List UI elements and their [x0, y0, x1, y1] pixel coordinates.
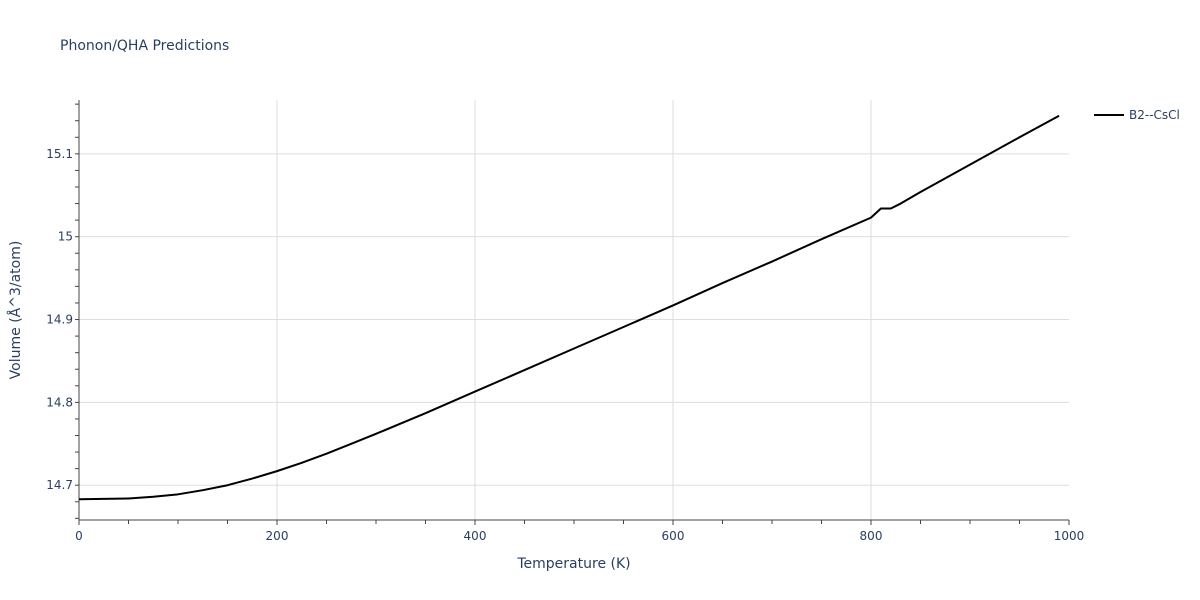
x-tick-label: 400: [464, 529, 487, 543]
legend[interactable]: B2--CsCl: [1094, 108, 1180, 122]
legend-entry[interactable]: B2--CsCl: [1129, 108, 1180, 122]
grid-layer: [79, 100, 1069, 520]
x-axis-label: Temperature (K): [516, 556, 630, 572]
chart-title: Phonon/QHA Predictions: [60, 38, 229, 54]
y-tick-label: 15.1: [46, 147, 73, 161]
x-tick-label: 0: [75, 529, 83, 543]
y-tick-label: 14.7: [46, 478, 73, 492]
x-tick-label: 1000: [1054, 529, 1085, 543]
y-tick-label: 15: [58, 230, 73, 244]
y-tick-label: 14.8: [46, 395, 73, 409]
x-tick-label: 800: [860, 529, 883, 543]
series-layer: [78, 114, 1060, 501]
axes-layer: 0 200 400 600 800 1000 14.7 14.8 14.9 15 15.1: [46, 100, 1084, 543]
y-tick-label: 14.9: [46, 313, 73, 327]
y-axis-label: Volume (Å^3/atom): [7, 241, 24, 380]
x-tick-label: 600: [662, 529, 685, 543]
x-tick-label: 200: [266, 529, 289, 543]
chart-title-text: Phonon/QHA Predictions: [60, 38, 229, 54]
series-line: [78, 114, 1060, 501]
